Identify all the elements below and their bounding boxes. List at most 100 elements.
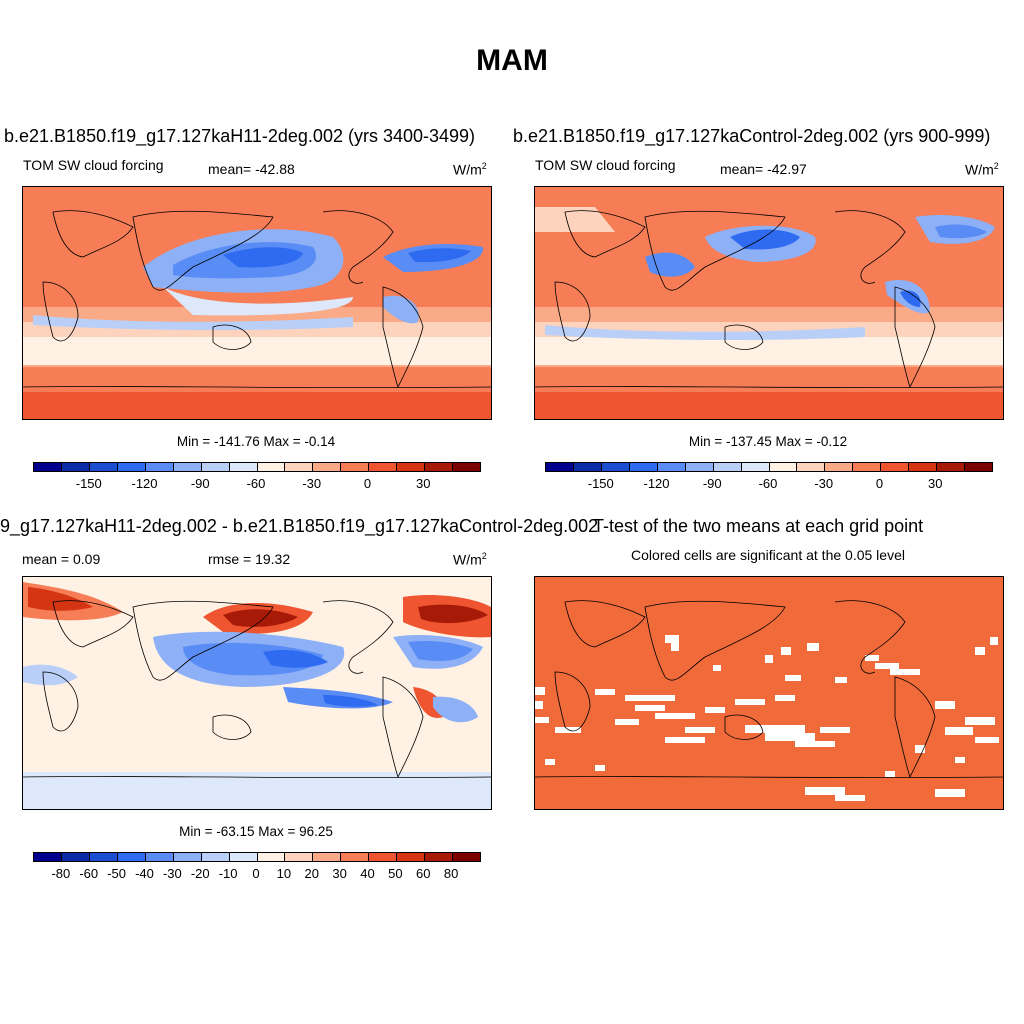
colorbar-swatch — [453, 463, 480, 471]
colorbar-tick-label: 40 — [360, 866, 375, 881]
colorbar-tick-label: -10 — [218, 866, 238, 881]
colorbar-swatch — [285, 853, 314, 861]
colorbar-swatch — [201, 853, 230, 861]
colorbar-tick-label: 10 — [276, 866, 292, 881]
colorbar-swatch — [145, 463, 174, 471]
panel3-mean-label: mean = 0.09 — [22, 551, 101, 567]
colorbar-tick-label: -30 — [302, 476, 322, 491]
colorbar-tick-label: 30 — [416, 476, 431, 491]
colorbar-swatch — [453, 853, 480, 861]
colorbar-swatch — [89, 853, 118, 861]
colorbar-swatch — [145, 853, 174, 861]
colorbar-swatch — [881, 463, 910, 471]
panel3-colorbar — [33, 852, 481, 862]
colorbar-swatch — [425, 853, 454, 861]
panel1-mean-label: mean= -42.88 — [208, 161, 295, 177]
panel3-rmse-label: rmse = 19.32 — [208, 551, 291, 567]
colorbar-tick-label: 30 — [928, 476, 943, 491]
panel2-field-label: TOM SW cloud forcing — [535, 157, 676, 173]
panel3-map — [22, 576, 492, 810]
colorbar-swatch — [573, 463, 602, 471]
colorbar-tick-label: 20 — [304, 866, 319, 881]
panel3-minmax: Min = -63.15 Max = 96.25 — [179, 824, 333, 839]
colorbar-swatch — [229, 853, 258, 861]
colorbar-swatch — [965, 463, 992, 471]
colorbar-swatch — [117, 463, 146, 471]
panel4-note: Colored cells are significant at the 0.0… — [631, 547, 905, 563]
colorbar-swatch — [89, 463, 118, 471]
colorbar-swatch — [797, 463, 826, 471]
colorbar-swatch — [313, 853, 342, 861]
panel2-title: b.e21.B1850.f19_g17.127kaControl-2deg.00… — [513, 126, 991, 146]
colorbar-tick-label: -150 — [587, 476, 614, 491]
colorbar-tick-label: -60 — [79, 866, 99, 881]
colorbar-swatch — [397, 853, 426, 861]
colorbar-swatch — [909, 463, 938, 471]
colorbar-swatch — [34, 463, 62, 471]
panel4-title: T-test of the two means at each grid poi… — [593, 516, 924, 536]
colorbar-swatch — [769, 463, 798, 471]
colorbar-swatch — [257, 463, 286, 471]
panel1-colorbar — [33, 462, 481, 472]
colorbar-tick-label: -20 — [190, 866, 210, 881]
colorbar-tick-label: -90 — [190, 476, 210, 491]
panel2-mean-label: mean= -42.97 — [720, 161, 807, 177]
colorbar-tick-label: -30 — [814, 476, 834, 491]
panel3-title: 9_g17.127kaH11-2deg.002 - b.e21.B1850.f1… — [0, 516, 599, 536]
panel1-map — [22, 186, 492, 420]
colorbar-swatch — [546, 463, 574, 471]
colorbar-swatch — [341, 853, 370, 861]
colorbar-swatch — [425, 463, 454, 471]
panel2-units: W/m2 — [965, 161, 999, 178]
colorbar-swatch — [285, 463, 314, 471]
panel2-map — [534, 186, 1004, 420]
colorbar-tick-label: -120 — [643, 476, 670, 491]
colorbar-swatch — [741, 463, 770, 471]
colorbar-tick-label: -50 — [107, 866, 127, 881]
panel1-minmax: Min = -141.76 Max = -0.14 — [176, 434, 336, 449]
colorbar-tick-label: 0 — [875, 476, 884, 491]
colorbar-tick-label: -150 — [75, 476, 102, 491]
colorbar-swatch — [257, 853, 286, 861]
panel2-minmax: Min = -137.45 Max = -0.12 — [688, 434, 848, 449]
colorbar-swatch — [685, 463, 714, 471]
colorbar-swatch — [369, 853, 398, 861]
colorbar-swatch — [369, 463, 398, 471]
colorbar-swatch — [937, 463, 966, 471]
colorbar-tick-label: -120 — [131, 476, 158, 491]
colorbar-swatch — [61, 853, 90, 861]
panel1-field-label: TOM SW cloud forcing — [23, 157, 164, 173]
colorbar-swatch — [853, 463, 882, 471]
panel1-title: b.e21.B1850.f19_g17.127kaH11-2deg.002 (y… — [4, 126, 476, 146]
colorbar-tick-label: -60 — [246, 476, 266, 491]
colorbar-swatch — [173, 463, 202, 471]
colorbar-tick-label: -30 — [162, 866, 182, 881]
colorbar-tick-label: -40 — [135, 866, 154, 881]
colorbar-tick-label: 0 — [363, 476, 372, 491]
colorbar-tick-label: 0 — [252, 866, 260, 881]
panel4-map — [534, 576, 1004, 810]
colorbar-swatch — [825, 463, 854, 471]
colorbar-swatch — [61, 463, 90, 471]
colorbar-swatch — [397, 463, 426, 471]
colorbar-swatch — [713, 463, 742, 471]
colorbar-swatch — [117, 853, 146, 861]
colorbar-swatch — [341, 463, 370, 471]
colorbar-swatch — [657, 463, 686, 471]
colorbar-tick-label: -90 — [702, 476, 722, 491]
colorbar-tick-label: 30 — [332, 866, 347, 881]
panel2-colorbar — [545, 462, 993, 472]
colorbar-tick-label: -60 — [758, 476, 778, 491]
colorbar-swatch — [629, 463, 658, 471]
colorbar-swatch — [229, 463, 258, 471]
colorbar-swatch — [201, 463, 230, 471]
colorbar-tick-label: 50 — [388, 866, 403, 881]
colorbar-tick-label: 60 — [416, 866, 431, 881]
colorbar-swatch — [34, 853, 62, 861]
colorbar-swatch — [313, 463, 342, 471]
panel3-units: W/m2 — [453, 551, 487, 568]
panel1-units: W/m2 — [453, 161, 487, 178]
colorbar-swatch — [173, 853, 202, 861]
colorbar-tick-label: -80 — [51, 866, 71, 881]
colorbar-swatch — [601, 463, 630, 471]
